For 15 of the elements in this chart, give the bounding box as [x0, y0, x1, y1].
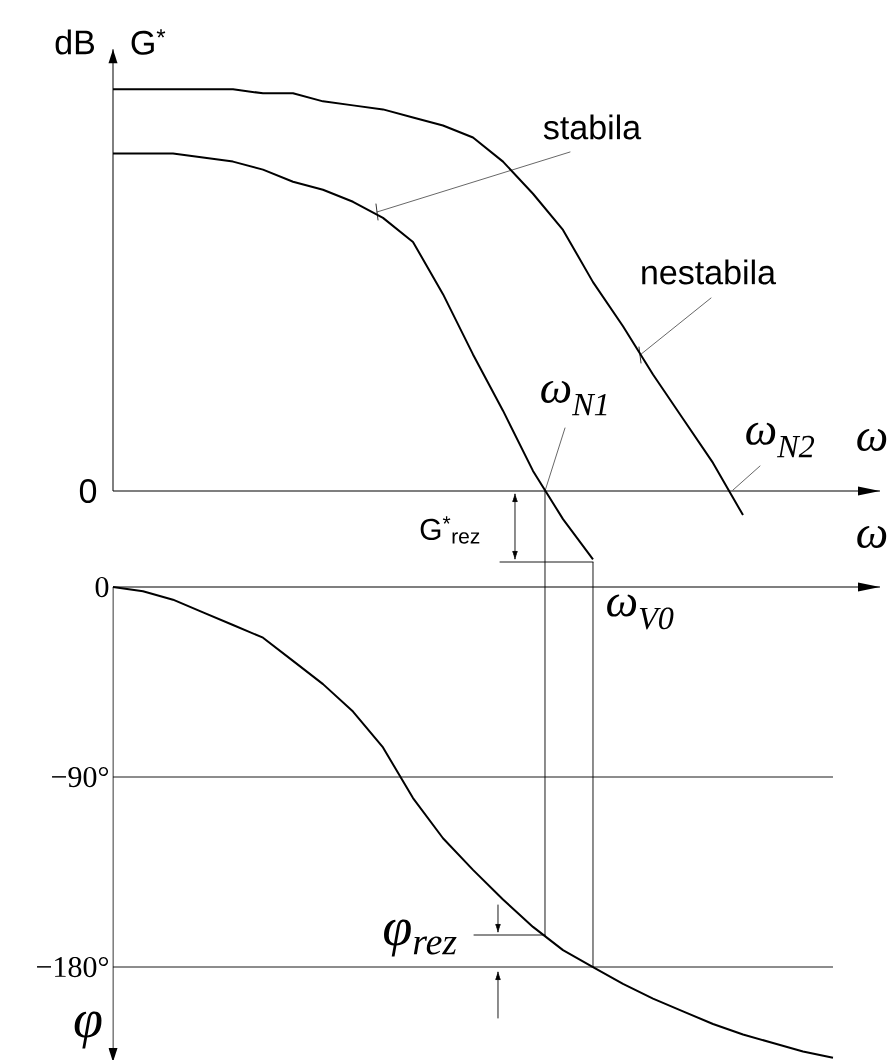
text: G$^{*}$ — [131, 29, 166, 55]
annotation: ω$_{N2}$ — [746, 422, 815, 458]
annotation: ω$_{V0}$ — [607, 594, 674, 630]
y-tick-label: 0 — [95, 576, 109, 598]
text: stabila — [543, 114, 642, 140]
series-label: nestabila — [642, 259, 777, 285]
annotation: φ$_{rez}$ — [384, 919, 457, 957]
y-axis-title: φ — [74, 1011, 102, 1049]
y-tick-label: −90° — [52, 766, 109, 788]
y-axis-title: dB — [55, 29, 94, 55]
x-axis-title: ω — [857, 526, 887, 549]
y-tick-label: −180° — [37, 956, 109, 978]
annotation: ω$_{N1}$ — [541, 380, 607, 416]
annotation: G$^{*}$rez — [420, 516, 480, 544]
x-axis-title: ω — [857, 429, 887, 452]
